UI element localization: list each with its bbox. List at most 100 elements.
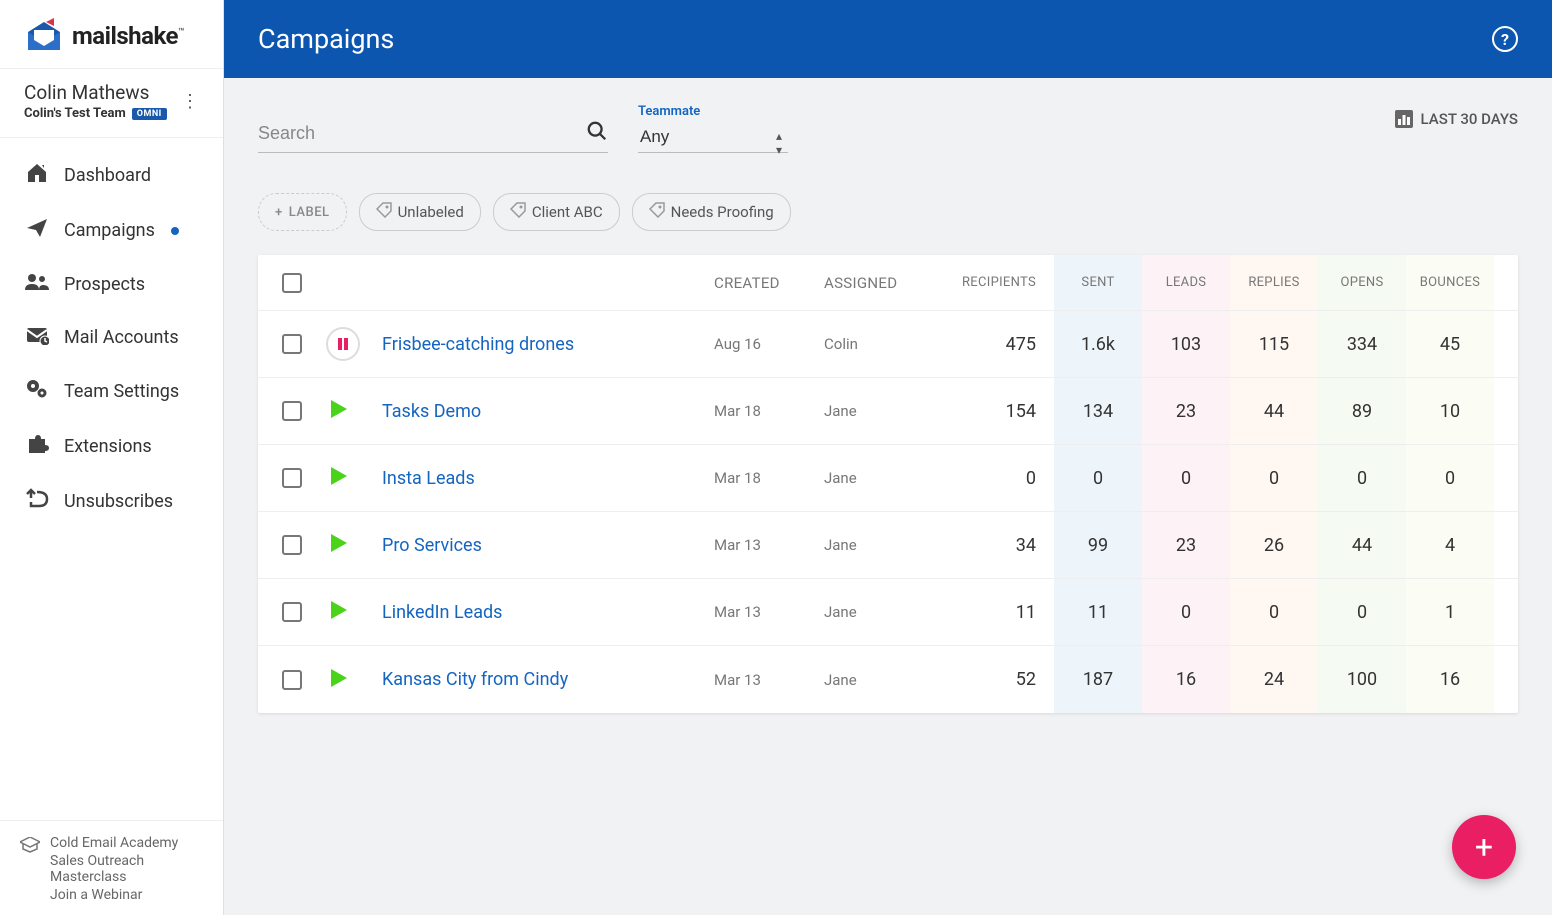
nav-item-label: Extensions [64, 436, 152, 457]
col-recipients: RECIPIENTS [944, 255, 1054, 310]
create-campaign-fab[interactable]: + [1452, 815, 1516, 879]
row-checkbox[interactable] [282, 334, 302, 354]
search-input[interactable] [258, 123, 586, 144]
bounces-cell: 4 [1406, 512, 1494, 578]
row-checkbox[interactable] [282, 602, 302, 622]
teammate-select[interactable]: Any [638, 123, 788, 153]
row-checkbox[interactable] [282, 670, 302, 690]
nav-item-label: Prospects [64, 274, 145, 295]
leads-cell: 0 [1142, 445, 1230, 511]
campaign-name-link[interactable]: Frisbee-catching drones [382, 334, 714, 355]
assigned-cell: Jane [824, 402, 944, 420]
academy-icon [20, 837, 40, 857]
topbar: Campaigns ? [224, 0, 1552, 78]
filters-row: Teammate Any ▴▾ [258, 104, 1518, 153]
campaign-name-link[interactable]: LinkedIn Leads [382, 602, 714, 623]
leads-cell: 23 [1142, 378, 1230, 444]
send-icon [24, 217, 50, 244]
created-cell: Aug 16 [714, 335, 824, 353]
user-menu-button[interactable]: ⋮ [181, 91, 199, 112]
pause-icon [326, 327, 360, 361]
tag-icon [649, 202, 665, 222]
play-icon [326, 598, 350, 626]
status-button[interactable] [326, 666, 382, 694]
sent-cell: 1.6k [1054, 311, 1142, 377]
gears-icon [24, 378, 50, 405]
row-checkbox[interactable] [282, 401, 302, 421]
opens-cell: 100 [1318, 646, 1406, 713]
recipients-cell: 475 [944, 311, 1054, 377]
opens-cell: 44 [1318, 512, 1406, 578]
user-block: Colin Mathews Colin's Test Team OMNI ⋮ [0, 68, 223, 138]
bounces-cell: 0 [1406, 445, 1494, 511]
col-bounces: BOUNCES [1406, 255, 1494, 310]
status-button[interactable] [326, 464, 382, 492]
date-range-button[interactable]: LAST 30 DAYS [1395, 110, 1518, 128]
nav-item-campaigns[interactable]: Campaigns [0, 203, 223, 258]
select-all-checkbox[interactable] [282, 273, 302, 293]
col-assigned: ASSIGNED [824, 274, 944, 292]
campaign-row: LinkedIn Leads Mar 13 Jane 11 11 0 0 0 1 [258, 579, 1518, 646]
help-button[interactable]: ? [1492, 26, 1518, 52]
nav-item-prospects[interactable]: Prospects [0, 258, 223, 311]
campaign-name-link[interactable]: Insta Leads [382, 468, 714, 489]
assigned-cell: Colin [824, 335, 944, 353]
leads-cell: 103 [1142, 311, 1230, 377]
search-icon [586, 120, 608, 146]
content: Teammate Any ▴▾ LAST 30 DAYS + LABEL [224, 78, 1552, 915]
campaign-row: Insta Leads Mar 18 Jane 0 0 0 0 0 0 [258, 445, 1518, 512]
created-cell: Mar 18 [714, 469, 824, 487]
home-icon [24, 162, 50, 189]
replies-cell: 0 [1230, 445, 1318, 511]
status-button[interactable] [326, 531, 382, 559]
created-cell: Mar 13 [714, 671, 824, 689]
footer-link[interactable]: Cold Email Academy [50, 835, 203, 851]
campaigns-table: CREATED ASSIGNED RECIPIENTS SENT LEADS R… [258, 255, 1518, 713]
teammate-label: Teammate [638, 104, 788, 119]
nav-item-unsubscribes[interactable]: Unsubscribes [0, 474, 223, 529]
recipients-cell: 154 [944, 378, 1054, 444]
label-chip[interactable]: Needs Proofing [632, 193, 791, 231]
sidebar: mailshake™ Colin Mathews Colin's Test Te… [0, 0, 224, 915]
nav-item-dashboard[interactable]: Dashboard [0, 148, 223, 203]
campaign-name-link[interactable]: Tasks Demo [382, 401, 714, 422]
nav-item-mail-accounts[interactable]: Mail Accounts [0, 311, 223, 364]
label-chip[interactable]: Unlabeled [359, 193, 481, 231]
recipients-cell: 0 [944, 445, 1054, 511]
row-checkbox[interactable] [282, 535, 302, 555]
assigned-cell: Jane [824, 469, 944, 487]
teammate-filter: Teammate Any ▴▾ [638, 104, 788, 153]
footer-link[interactable]: Sales Outreach Masterclass [50, 853, 203, 885]
page-title: Campaigns [258, 23, 394, 55]
sidebar-footer: Cold Email Academy Sales Outreach Masterc… [0, 820, 223, 915]
assigned-cell: Jane [824, 671, 944, 689]
nav-item-team-settings[interactable]: Team Settings [0, 364, 223, 419]
logo[interactable]: mailshake™ [0, 0, 223, 68]
row-checkbox[interactable] [282, 468, 302, 488]
replies-cell: 26 [1230, 512, 1318, 578]
bounces-cell: 16 [1406, 646, 1494, 713]
team-name: Colin's Test Team [24, 106, 126, 121]
created-cell: Mar 13 [714, 603, 824, 621]
status-button[interactable] [326, 327, 382, 361]
bounces-cell: 45 [1406, 311, 1494, 377]
nav-item-extensions[interactable]: Extensions [0, 419, 223, 474]
footer-link[interactable]: Join a Webinar [50, 887, 203, 903]
label-chip[interactable]: Client ABC [493, 193, 620, 231]
unsub-icon [24, 488, 50, 515]
add-label-button[interactable]: + LABEL [258, 193, 347, 231]
opens-cell: 334 [1318, 311, 1406, 377]
created-cell: Mar 13 [714, 536, 824, 554]
mailshake-logo-icon [24, 18, 64, 54]
nav-item-label: Team Settings [64, 381, 179, 402]
status-button[interactable] [326, 397, 382, 425]
play-icon [326, 531, 350, 559]
search-field[interactable] [258, 120, 608, 153]
col-leads: LEADS [1142, 255, 1230, 310]
campaign-name-link[interactable]: Kansas City from Cindy [382, 669, 714, 690]
campaign-name-link[interactable]: Pro Services [382, 535, 714, 556]
status-button[interactable] [326, 598, 382, 626]
created-cell: Mar 18 [714, 402, 824, 420]
brand-name: mailshake™ [72, 22, 184, 50]
sent-cell: 187 [1054, 646, 1142, 713]
